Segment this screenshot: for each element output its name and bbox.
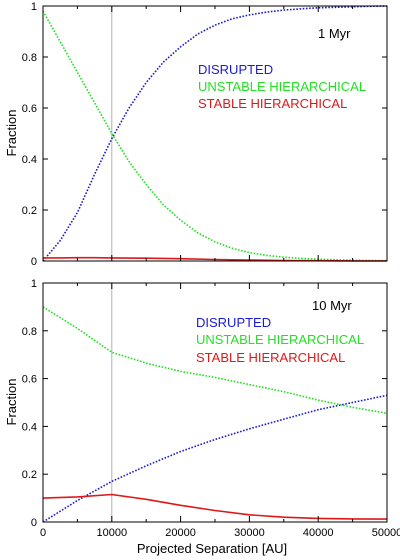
series-line-disrupted [42, 394, 388, 523]
y-tick-label: 0.6 [22, 374, 37, 386]
panel-10myr: 10 Myr DISRUPTED UNSTABLE HIERARCHICAL S… [4, 278, 400, 556]
x-tick-label: 20000 [165, 527, 196, 539]
y-tick-label: 0 [31, 256, 37, 268]
legend-unstable-hierarchical: UNSTABLE HIERARCHICAL [198, 79, 366, 94]
y-tick-label: 0.2 [22, 205, 37, 217]
series-line-stable-hierarchical [42, 493, 388, 520]
time-annotation: 1 Myr [318, 26, 351, 41]
y-tick-label: 0.8 [22, 326, 37, 338]
x-tick-label: 0 [40, 527, 46, 539]
legend-stable-hierarchical: STABLE HIERARCHICAL [198, 96, 347, 111]
time-annotation: 10 Myr [312, 298, 352, 313]
y-tick-label: 0.4 [22, 154, 37, 166]
y-tick-label: 0.4 [22, 421, 37, 433]
series-line-unstable-hierarchical [42, 306, 388, 415]
legend-stable-hierarchical: STABLE HIERARCHICAL [196, 350, 345, 365]
panel-1myr: 1 Myr DISRUPTED UNSTABLE HIERARCHICAL ST… [4, 1, 388, 268]
y-tick-label: 0.2 [22, 469, 37, 481]
y-axis-label: Fraction [4, 379, 19, 426]
y-tick-label: 1 [31, 1, 37, 13]
y-tick-label: 0.8 [22, 52, 37, 64]
x-tick-label: 50000 [372, 527, 400, 539]
plot-frame [42, 5, 388, 262]
legend-disrupted: DISRUPTED [198, 62, 273, 77]
x-tick-label: 40000 [303, 527, 334, 539]
series-line-unstable-hierarchical [42, 10, 388, 262]
y-axis-label: Fraction [4, 110, 19, 157]
y-tick-label: 0 [31, 517, 37, 529]
x-tick-label: 10000 [97, 527, 128, 539]
series-line-disrupted [42, 5, 388, 262]
x-axis-label: Projected Separation [AU] [137, 541, 287, 556]
y-tick-label: 1 [31, 278, 37, 290]
x-tick-label: 30000 [234, 527, 265, 539]
y-tick-label: 0.6 [22, 103, 37, 115]
legend-disrupted: DISRUPTED [196, 315, 271, 330]
legend-unstable-hierarchical: UNSTABLE HIERARCHICAL [196, 332, 364, 347]
